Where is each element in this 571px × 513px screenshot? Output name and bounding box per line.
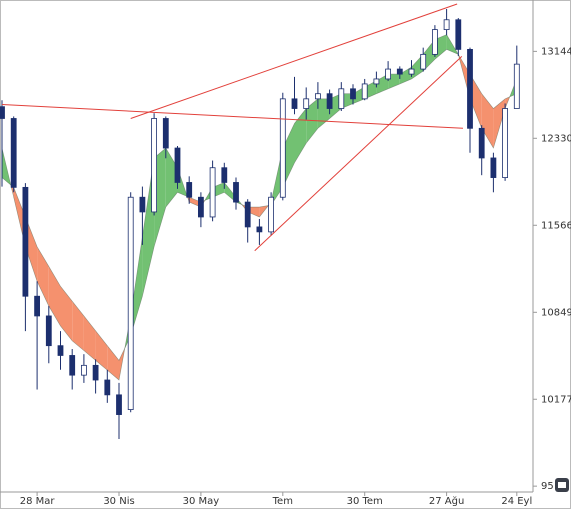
trend-line — [130, 3, 458, 119]
plot-area — [0, 3, 520, 439]
band-fill — [72, 301, 84, 351]
band-fill — [353, 86, 365, 104]
candle-body — [467, 49, 473, 129]
band-fill — [165, 148, 178, 208]
candle-body — [396, 68, 403, 75]
candle-body — [104, 379, 111, 396]
candle-body — [385, 68, 392, 80]
candle-body — [10, 118, 17, 188]
candle-body — [455, 19, 462, 50]
band-fill — [142, 157, 155, 297]
band-fill — [25, 216, 38, 282]
y-tick-label: 12330 — [541, 133, 571, 144]
candle-body — [92, 364, 99, 381]
candle-body — [338, 88, 345, 109]
candle-body — [221, 167, 228, 183]
candle-body — [0, 106, 5, 119]
candle-body — [116, 394, 122, 415]
candle-body — [279, 98, 286, 198]
band-fill — [247, 207, 260, 217]
y-tick-label: 10177 — [541, 394, 571, 405]
candle-body — [209, 167, 216, 218]
candle-body — [81, 364, 87, 376]
candle-body — [186, 182, 193, 198]
x-tick-label: 28 Mar — [20, 496, 56, 507]
candle-body — [431, 29, 438, 55]
candle-body — [291, 98, 298, 109]
candle-body — [22, 186, 29, 297]
band-fill — [481, 93, 494, 149]
band-fill — [48, 266, 61, 326]
trend-line — [1, 104, 464, 129]
candle-body — [408, 68, 415, 75]
candle-body — [34, 295, 40, 317]
band-fill — [83, 315, 96, 361]
candle-body — [373, 78, 380, 85]
band-fill — [399, 67, 412, 84]
candle-body — [256, 226, 263, 233]
band-fill — [60, 286, 73, 341]
band-fill — [13, 187, 26, 247]
fast-line — [1, 34, 518, 381]
candle-body — [314, 93, 321, 100]
slow-line — [1, 49, 517, 361]
candle-body — [478, 127, 485, 159]
band-fill — [364, 80, 377, 99]
candle-body — [361, 83, 368, 100]
band-fill — [470, 74, 482, 129]
x-tick-label: 30 May — [183, 496, 220, 507]
candle-body — [127, 196, 134, 410]
candle-body — [350, 88, 356, 100]
candle-body — [197, 196, 204, 218]
candle-body — [326, 93, 333, 109]
band-fill — [189, 197, 201, 208]
candle-body — [244, 201, 251, 228]
band-fill — [130, 236, 143, 336]
candle-body — [443, 19, 450, 31]
trend-line — [254, 55, 463, 252]
candle-body — [513, 63, 520, 109]
band-fill — [423, 39, 435, 72]
candle-body — [162, 118, 169, 149]
band-fill — [341, 93, 353, 109]
candle-body — [57, 345, 64, 356]
band-fill — [107, 345, 119, 381]
candle-body — [502, 108, 509, 178]
candle-body — [233, 182, 239, 203]
band-fill — [294, 108, 307, 163]
candle-body — [69, 355, 76, 376]
y-tick-label: 10849 — [541, 307, 571, 318]
x-tick-label: 27 Ağu — [429, 495, 464, 507]
candle-body — [303, 98, 310, 109]
band-fill — [95, 330, 108, 371]
candle-body — [151, 118, 158, 213]
candle-body — [174, 147, 181, 183]
candle-body — [139, 196, 146, 213]
candle-body — [490, 157, 497, 178]
band-fill — [434, 34, 447, 60]
candle-body — [268, 196, 275, 233]
y-tick-label: 95 — [541, 481, 554, 492]
x-tick-label: 24 Eyl — [501, 496, 532, 507]
x-tick-label: Tem — [272, 496, 293, 507]
y-tick-label: 11566 — [541, 220, 571, 231]
band-fill — [224, 182, 236, 203]
band-fill — [154, 148, 166, 247]
x-tick-label: 30 Nis — [103, 496, 134, 507]
candle-body — [420, 53, 427, 70]
band-fill — [329, 93, 342, 119]
x-tick-label: 30 Tem — [347, 496, 383, 507]
band-fill — [376, 74, 389, 94]
band-fill — [282, 123, 295, 188]
y-tick-label: 13144 — [541, 46, 571, 57]
settings-icon-glyph — [558, 482, 566, 488]
band-fill — [493, 98, 506, 149]
candle-body — [45, 315, 52, 347]
